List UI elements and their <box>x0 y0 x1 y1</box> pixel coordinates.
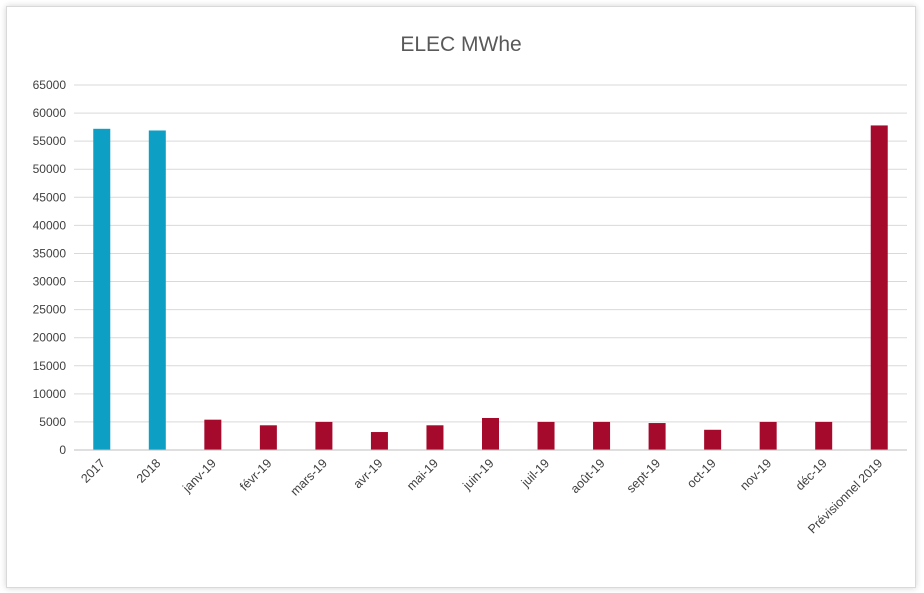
x-tick-label: nov-19 <box>737 456 774 493</box>
bar <box>704 429 722 450</box>
x-tick-label: 2018 <box>134 456 164 486</box>
y-tick-label: 25000 <box>33 303 67 317</box>
x-tick-label: 2017 <box>78 456 108 486</box>
y-tick-label: 10000 <box>33 387 67 401</box>
bar <box>426 425 444 450</box>
x-tick-label: sept-19 <box>624 456 663 495</box>
x-tick-label: juil-19 <box>518 456 552 490</box>
y-tick-label: 30000 <box>33 275 67 289</box>
x-tick-label: févr-19 <box>237 456 274 493</box>
bar <box>593 421 611 450</box>
bar <box>93 128 111 451</box>
y-tick-label: 15000 <box>33 359 67 373</box>
bar <box>204 419 222 450</box>
bar <box>315 421 333 450</box>
bar <box>148 130 166 450</box>
bar <box>259 425 277 450</box>
bar <box>482 417 499 450</box>
bar-chart: ELEC MWhe 0 5000 10000 15000 20000 25000 30000… <box>33 33 907 536</box>
bars <box>93 125 888 451</box>
y-tick-label: 60000 <box>33 106 67 120</box>
y-tick-label: 0 <box>59 443 66 457</box>
x-tick-label: août-19 <box>568 456 608 496</box>
bar <box>537 421 555 450</box>
y-tick-label: 65000 <box>33 78 67 92</box>
x-tick-label: oct-19 <box>684 456 718 490</box>
y-tick-label: 20000 <box>33 331 67 345</box>
x-axis: 2017 2018 janv-19 févr-19 mars-19 avr-19 mai-1… <box>74 449 907 536</box>
y-tick-label: 45000 <box>33 190 67 204</box>
y-tick-label: 5000 <box>39 415 66 429</box>
y-axis: 0 5000 10000 15000 20000 25000 30000 35000 40000… <box>33 78 67 457</box>
bar <box>648 423 666 450</box>
y-tick-label: 50000 <box>33 162 67 176</box>
x-tick-label: déc-19 <box>793 456 830 493</box>
x-tick-label: janv-19 <box>179 456 219 496</box>
x-tick-label: mai-19 <box>404 456 441 493</box>
x-tick-label: juin-19 <box>459 456 496 493</box>
gridlines <box>74 84 907 451</box>
bar <box>870 125 888 450</box>
bar <box>370 432 388 450</box>
x-tick-label: mars-19 <box>288 456 330 498</box>
y-tick-label: 35000 <box>33 246 67 260</box>
x-tick-label: avr-19 <box>351 456 386 491</box>
y-tick-label: 55000 <box>33 134 67 148</box>
chart-title: ELEC MWhe <box>400 33 521 56</box>
chart-frame: ELEC MWhe 0 5000 10000 15000 20000 25000 30000… <box>6 6 916 588</box>
bar <box>759 421 777 450</box>
bar <box>815 421 833 450</box>
y-tick-label: 40000 <box>33 218 67 232</box>
